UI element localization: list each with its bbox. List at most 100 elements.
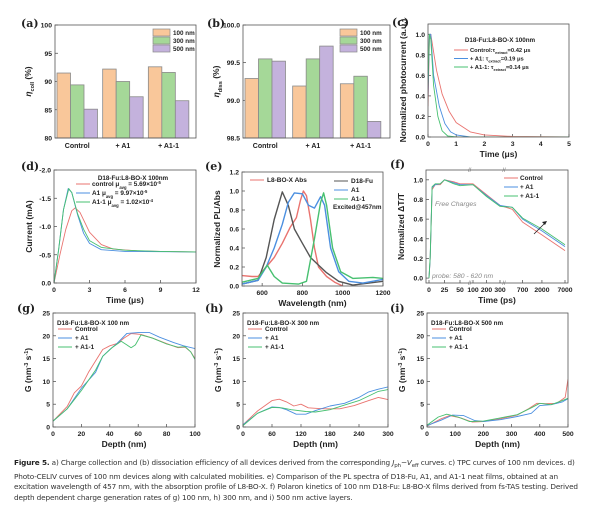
x-tick-label: + A1 bbox=[116, 143, 131, 150]
panel-e: (e) 0.0 0.2 0.4 0.6 0.8 1.0 1.2 Normalized PL/Ab… bbox=[205, 160, 391, 308]
plot-frame bbox=[54, 24, 197, 139]
text-part: ) bbox=[23, 348, 33, 351]
text-part: 0.0 bbox=[414, 276, 424, 283]
text-part: 9 bbox=[159, 287, 163, 294]
text-part: 120 bbox=[295, 431, 307, 438]
annotation: Free Charges bbox=[435, 201, 477, 208]
text-part: 0.6 bbox=[414, 217, 424, 224]
text-part: + A1-1 bbox=[158, 143, 179, 150]
x-tick-label: 40 bbox=[106, 431, 114, 438]
text-part: 400 bbox=[534, 431, 546, 438]
legend-label: 300 nm bbox=[173, 38, 195, 45]
text-part: -1 bbox=[398, 351, 404, 356]
panel-a: (a) 80 85 90 95 100 ηcoll (%) Control + A1 + A1-1… bbox=[21, 17, 197, 150]
text-part: 100 bbox=[189, 431, 201, 438]
bar bbox=[115, 81, 131, 139]
x-tick-label: 60 bbox=[134, 431, 142, 438]
legend-label: + A1 bbox=[75, 335, 89, 342]
figure-caption: Figure 5. a) Charge collection and (b) d… bbox=[14, 458, 592, 503]
panel-label: (e) bbox=[205, 160, 222, 173]
text-part: A1-1 μ bbox=[92, 199, 112, 206]
text-part: (a) bbox=[21, 17, 39, 30]
text-part: 800 bbox=[297, 290, 309, 297]
x-axis-label: Depth (nm) bbox=[475, 439, 520, 449]
x-tick-label: 1200 bbox=[375, 290, 390, 297]
x-tick-label: 0 bbox=[427, 287, 431, 294]
text-part: 85 bbox=[44, 107, 52, 114]
text-part: + A1-1 bbox=[75, 344, 95, 351]
text-part: G (nm bbox=[397, 367, 407, 392]
text-part: + A1 bbox=[306, 143, 321, 150]
series-line bbox=[54, 207, 196, 283]
text-part: (c) bbox=[392, 16, 409, 29]
text-part: D18-Fu:L8-BO-X 500 nm bbox=[431, 320, 503, 327]
bar bbox=[244, 78, 259, 139]
text-part: 1.0 bbox=[416, 32, 426, 39]
text-part: 95 bbox=[44, 51, 52, 58]
y-axis-label: Normalized ΔT/T bbox=[396, 192, 406, 260]
text-part: D18-Fu bbox=[351, 178, 373, 185]
y-tick-label: -1.0 bbox=[39, 224, 51, 231]
y-axis-label: G (nm-3 s-1) bbox=[23, 348, 33, 392]
y-axis-label: Current (mA) bbox=[24, 200, 34, 253]
bar bbox=[70, 84, 85, 139]
bar bbox=[147, 66, 163, 139]
y-tick-label: 1.0 bbox=[230, 189, 240, 196]
x-tick-label: 300 bbox=[494, 287, 506, 294]
panel-c: (c) 0.0 0.2 0.4 0.6 0.8 1.0 Normalized photocur… bbox=[392, 16, 571, 159]
text-part: 0 bbox=[51, 431, 55, 438]
y-axis-label: ηdiss (%) bbox=[211, 65, 224, 97]
text-part: 0 bbox=[52, 287, 56, 294]
panel-f: (f) 0.0 0.2 0.4 0.6 0.8 1.0 Normalized ΔT/T 0 25 5… bbox=[390, 158, 573, 305]
text-part: 100.0 bbox=[223, 23, 240, 30]
text-part: 100 nm bbox=[360, 30, 382, 37]
bar bbox=[258, 58, 273, 139]
text-part: -1 bbox=[214, 351, 220, 356]
panel-label: (i) bbox=[390, 302, 405, 315]
y-tick-label: 25 bbox=[416, 311, 424, 318]
x-tick-label: 7000 bbox=[557, 287, 572, 294]
text-part: extract bbox=[488, 60, 501, 64]
text-part: 40 bbox=[106, 431, 114, 438]
legend-label: Control bbox=[449, 326, 472, 333]
x-tick-label: 50 bbox=[456, 287, 464, 294]
legend-label: A1-1 bbox=[351, 196, 365, 203]
y-tick-label: 25 bbox=[42, 311, 50, 318]
series-line bbox=[428, 179, 566, 279]
x-axis-label: Depth (nm) bbox=[293, 439, 338, 449]
legend-label: A1 bbox=[351, 187, 360, 194]
series-line bbox=[243, 389, 388, 426]
text-part: + A1 bbox=[265, 335, 279, 342]
legend-swatch bbox=[152, 28, 171, 37]
x-tick-label: 1 bbox=[454, 141, 458, 148]
text-part: control μ bbox=[92, 181, 119, 188]
y-tick-label: 10 bbox=[232, 379, 240, 386]
x-tick-label: Control bbox=[65, 143, 90, 150]
bar bbox=[174, 100, 190, 139]
text-part: 99.5 bbox=[227, 60, 240, 67]
legend-swatch bbox=[339, 44, 358, 53]
text-part: probe: 580 - 620 nm bbox=[431, 273, 494, 280]
text-part: Control bbox=[65, 143, 90, 150]
text-part: 0.8 bbox=[414, 197, 424, 204]
y-tick-label: 0.4 bbox=[230, 246, 240, 253]
text-part: (g) bbox=[17, 302, 35, 315]
panel-g: (g) 0 5 10 15 20 25 G (nm-3 s-1) 0 20 40 60 80 100 Dep… bbox=[17, 302, 201, 449]
plot-frame bbox=[427, 23, 570, 138]
x-tick-label: 0 bbox=[51, 431, 55, 438]
text-part: 100 nm bbox=[173, 30, 195, 37]
x-tick-label: 100 bbox=[467, 287, 479, 294]
text-part: (f) bbox=[390, 158, 405, 171]
text-part: -4 bbox=[149, 198, 153, 203]
text-part: 3 bbox=[88, 287, 92, 294]
text-part: 0 bbox=[236, 425, 240, 432]
series-line bbox=[428, 33, 569, 137]
legend-swatch bbox=[152, 44, 171, 53]
x-tick-label: 1000 bbox=[335, 290, 350, 297]
y-tick-label: 98.5 bbox=[227, 136, 240, 143]
text-part: -1 bbox=[24, 351, 30, 356]
x-tick-label: 700 bbox=[517, 287, 529, 294]
text-part: 1.0 bbox=[414, 177, 424, 184]
text-part: = 5.69×10 bbox=[127, 181, 158, 188]
legend-label: + A1-1 bbox=[520, 193, 540, 200]
